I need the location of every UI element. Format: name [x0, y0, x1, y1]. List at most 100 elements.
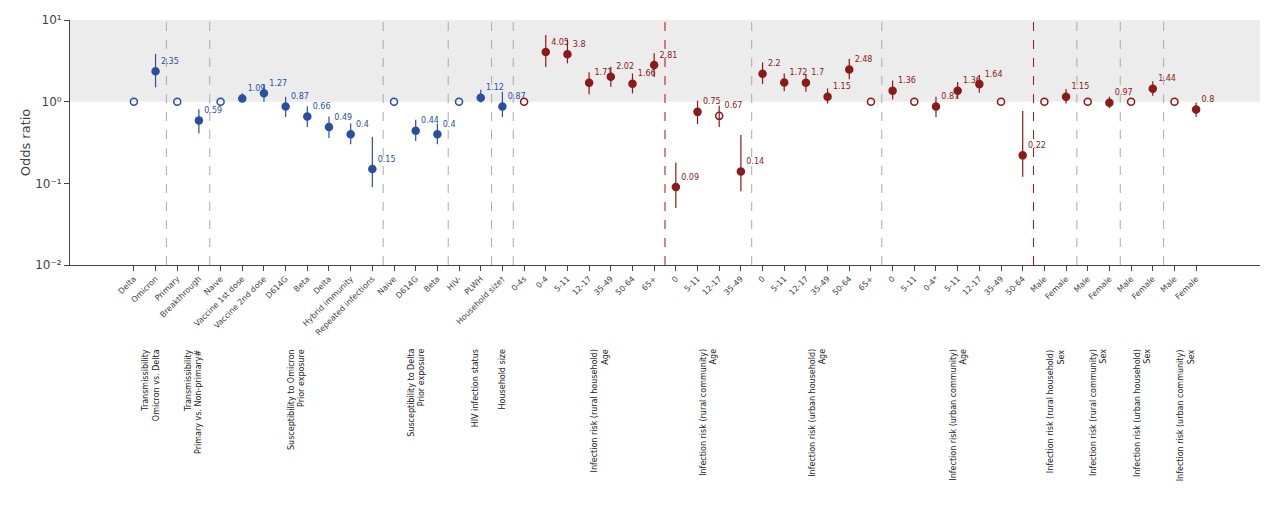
svg-text:12-17: 12-17: [961, 274, 984, 297]
svg-text:Male: Male: [1116, 274, 1136, 294]
svg-text:0.49: 0.49: [334, 113, 352, 122]
svg-text:0-4s: 0-4s: [510, 274, 529, 293]
svg-text:1.44: 1.44: [1158, 74, 1176, 83]
svg-text:Infection risk (urban househol: Infection risk (urban household)Age: [808, 349, 827, 477]
svg-text:Vaccine 2nd dose: Vaccine 2nd dose: [212, 274, 268, 330]
svg-text:1.7: 1.7: [811, 68, 824, 77]
svg-text:10⁻²: 10⁻²: [35, 258, 62, 272]
svg-text:50-64: 50-64: [614, 274, 637, 297]
svg-text:0: 0: [757, 274, 767, 284]
svg-text:65+: 65+: [640, 274, 658, 292]
svg-text:Female: Female: [1130, 274, 1157, 301]
svg-text:5-11: 5-11: [769, 274, 788, 293]
svg-text:1.15: 1.15: [1071, 82, 1089, 91]
svg-text:10¹: 10¹: [42, 13, 62, 27]
svg-text:HIV infection status: HIV infection status: [471, 349, 480, 427]
svg-text:1.71: 1.71: [595, 68, 613, 77]
svg-text:3.8: 3.8: [573, 40, 586, 49]
svg-text:Breakthrough: Breakthrough: [158, 274, 203, 319]
svg-text:Infection risk (urban househol: Infection risk (urban household)Sex: [1133, 349, 1152, 477]
svg-text:1.36: 1.36: [963, 76, 981, 85]
svg-text:0.87: 0.87: [941, 92, 959, 101]
svg-text:HIV-: HIV-: [445, 274, 463, 292]
svg-text:2.2: 2.2: [768, 59, 781, 68]
svg-text:TransmissibilityPrimary vs. No: TransmissibilityPrimary vs. Non-primary#: [184, 349, 203, 454]
svg-text:Infection risk (rural househol: Infection risk (rural household)Sex: [1046, 350, 1065, 474]
svg-text:65+: 65+: [857, 274, 875, 292]
svg-text:5-11: 5-11: [899, 274, 918, 293]
svg-text:2.02: 2.02: [616, 62, 634, 71]
svg-text:0.8: 0.8: [1202, 95, 1215, 104]
svg-text:0.22: 0.22: [1028, 141, 1046, 150]
svg-text:1.66: 1.66: [638, 69, 656, 78]
svg-text:0-4*: 0-4*: [922, 274, 940, 292]
svg-text:Infection risk (urban communit: Infection risk (urban community)Age: [949, 349, 968, 481]
svg-text:Infection risk (rural communit: Infection risk (rural community)Sex: [1089, 349, 1108, 476]
svg-text:0.4: 0.4: [356, 120, 369, 129]
svg-text:Odds ratio: Odds ratio: [18, 109, 33, 177]
svg-text:Delta: Delta: [117, 274, 139, 296]
svg-text:0.87: 0.87: [508, 92, 526, 101]
svg-text:Infection risk (rural househol: Infection risk (rural household)Age: [590, 349, 609, 472]
svg-text:1.12: 1.12: [486, 83, 504, 92]
svg-text:Household size†: Household size†: [455, 274, 507, 326]
svg-text:TransmissibilityOmicron vs. De: TransmissibilityOmicron vs. Delta: [141, 349, 160, 421]
svg-text:0: 0: [887, 274, 897, 284]
svg-text:Vaccine 1st dose: Vaccine 1st dose: [193, 274, 247, 328]
svg-text:Beta: Beta: [422, 274, 441, 293]
svg-text:0.97: 0.97: [1115, 88, 1133, 97]
svg-text:0.59: 0.59: [204, 106, 222, 115]
svg-text:0.4: 0.4: [443, 120, 456, 129]
svg-text:35-49: 35-49: [809, 274, 832, 297]
svg-text:Omicron: Omicron: [130, 274, 160, 304]
svg-text:Infection risk (rural communit: Infection risk (rural community)Age: [699, 349, 718, 476]
svg-text:Male: Male: [1029, 274, 1049, 294]
svg-text:Household size: Household size: [498, 349, 507, 409]
svg-text:Repeated infections: Repeated infections: [314, 274, 377, 337]
svg-text:0.75: 0.75: [703, 97, 721, 106]
svg-text:Female: Female: [1174, 274, 1201, 301]
svg-text:D614G: D614G: [264, 274, 290, 300]
svg-text:2.48: 2.48: [855, 55, 873, 64]
svg-text:35-49: 35-49: [722, 274, 745, 297]
svg-text:10⁰: 10⁰: [42, 95, 62, 109]
svg-text:1.72: 1.72: [790, 68, 808, 77]
svg-text:0: 0: [670, 274, 680, 284]
svg-text:0.09: 0.09: [681, 173, 699, 182]
svg-text:0.14: 0.14: [746, 157, 764, 166]
svg-text:10⁻¹: 10⁻¹: [35, 177, 62, 191]
svg-text:Beta: Beta: [292, 274, 311, 293]
svg-text:1.64: 1.64: [985, 70, 1003, 79]
svg-text:35-49: 35-49: [592, 274, 615, 297]
svg-text:Naive: Naive: [202, 274, 225, 297]
svg-text:50-64: 50-64: [831, 274, 854, 297]
svg-text:Primary: Primary: [153, 274, 181, 302]
svg-text:Infection risk (urban communit: Infection risk (urban community)Sex: [1176, 349, 1195, 481]
svg-text:Male: Male: [1072, 274, 1092, 294]
svg-text:Naive: Naive: [376, 274, 399, 297]
svg-text:Susceptibility to OmicronPrior: Susceptibility to OmicronPrior exposure: [287, 349, 306, 450]
svg-text:1.36: 1.36: [898, 76, 916, 85]
svg-text:0-4: 0-4: [534, 274, 550, 290]
svg-text:Delta: Delta: [312, 274, 334, 296]
svg-text:5-11: 5-11: [683, 274, 702, 293]
svg-text:12-17: 12-17: [787, 274, 810, 297]
svg-text:D614G: D614G: [394, 274, 420, 300]
svg-text:2.81: 2.81: [660, 51, 678, 60]
svg-text:0.15: 0.15: [378, 155, 396, 164]
svg-text:1.09: 1.09: [248, 84, 266, 93]
svg-text:50-64: 50-64: [1004, 274, 1027, 297]
svg-text:Susceptibility to DeltaPrior e: Susceptibility to DeltaPrior exposure: [407, 348, 426, 436]
svg-text:0.67: 0.67: [725, 101, 743, 110]
svg-text:Male: Male: [1159, 274, 1179, 294]
svg-text:Female: Female: [1087, 274, 1114, 301]
svg-text:Female: Female: [1043, 274, 1070, 301]
svg-text:5-11: 5-11: [552, 274, 571, 293]
svg-text:5-11: 5-11: [943, 274, 962, 293]
svg-text:12-17: 12-17: [701, 274, 724, 297]
svg-text:0.44: 0.44: [421, 116, 439, 125]
svg-text:0.87: 0.87: [291, 92, 309, 101]
svg-text:PLWH: PLWH: [463, 274, 485, 296]
svg-text:2.35: 2.35: [161, 57, 179, 66]
svg-text:12-17: 12-17: [571, 274, 594, 297]
